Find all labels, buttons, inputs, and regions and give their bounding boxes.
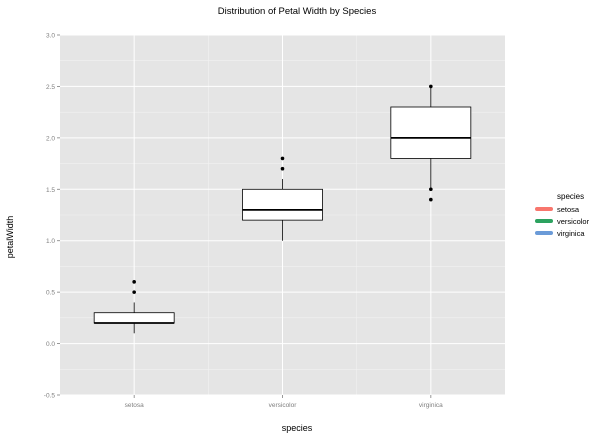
y-tick-label: -0.5 bbox=[44, 393, 56, 400]
box-body bbox=[242, 188, 323, 221]
outlier-point bbox=[429, 187, 433, 192]
legend-label: virginica bbox=[557, 228, 585, 238]
y-tick-label: 2.0 bbox=[46, 135, 55, 142]
outlier-point bbox=[429, 197, 433, 202]
x-axis-ticks: setosa versicolor virginica bbox=[125, 395, 443, 409]
legend-title: species bbox=[557, 192, 585, 201]
outlier-point bbox=[280, 156, 285, 161]
y-axis-ticks: -0.5 0.0 0.5 1.0 1.5 2.0 2.5 3.0 bbox=[44, 33, 60, 400]
box-setosa bbox=[93, 280, 175, 334]
outlier-point bbox=[132, 280, 136, 284]
chart-title: Distribution of Petal Width by Species bbox=[218, 6, 377, 17]
y-tick-label: 2.5 bbox=[46, 84, 55, 91]
y-tick-label: 1.0 bbox=[46, 238, 55, 245]
legend-label: versicolor bbox=[557, 216, 590, 226]
y-tick-label: 1.5 bbox=[46, 187, 55, 194]
legend-key-swatch bbox=[535, 207, 553, 211]
y-tick-label: 0.0 bbox=[46, 341, 55, 348]
outlier-point bbox=[429, 84, 433, 89]
legend-item-virginica: virginica bbox=[531, 227, 597, 239]
y-axis-label: petalWidth bbox=[5, 216, 15, 259]
x-tick-label-virginica: virginica bbox=[419, 402, 443, 409]
box-body bbox=[390, 106, 472, 159]
box-group bbox=[93, 84, 472, 334]
legend-label: setosa bbox=[557, 204, 580, 214]
box-versicolor bbox=[242, 156, 323, 241]
outlier-point bbox=[280, 166, 285, 171]
box-body bbox=[93, 312, 175, 324]
y-tick-label: 0.5 bbox=[46, 290, 55, 297]
legend: species setosa versicolor virginica bbox=[531, 192, 597, 239]
x-tick-label-versicolor: versicolor bbox=[269, 402, 298, 409]
legend-item-versicolor: versicolor bbox=[531, 215, 597, 227]
legend-key-swatch bbox=[535, 219, 553, 223]
x-axis-label: species bbox=[282, 423, 313, 433]
legend-item-setosa: setosa bbox=[531, 203, 597, 215]
x-tick-label-setosa: setosa bbox=[125, 402, 145, 409]
box-virginica bbox=[390, 84, 472, 202]
legend-key-swatch bbox=[535, 231, 553, 235]
outlier-point bbox=[132, 290, 136, 294]
y-tick-label: 3.0 bbox=[46, 33, 55, 40]
